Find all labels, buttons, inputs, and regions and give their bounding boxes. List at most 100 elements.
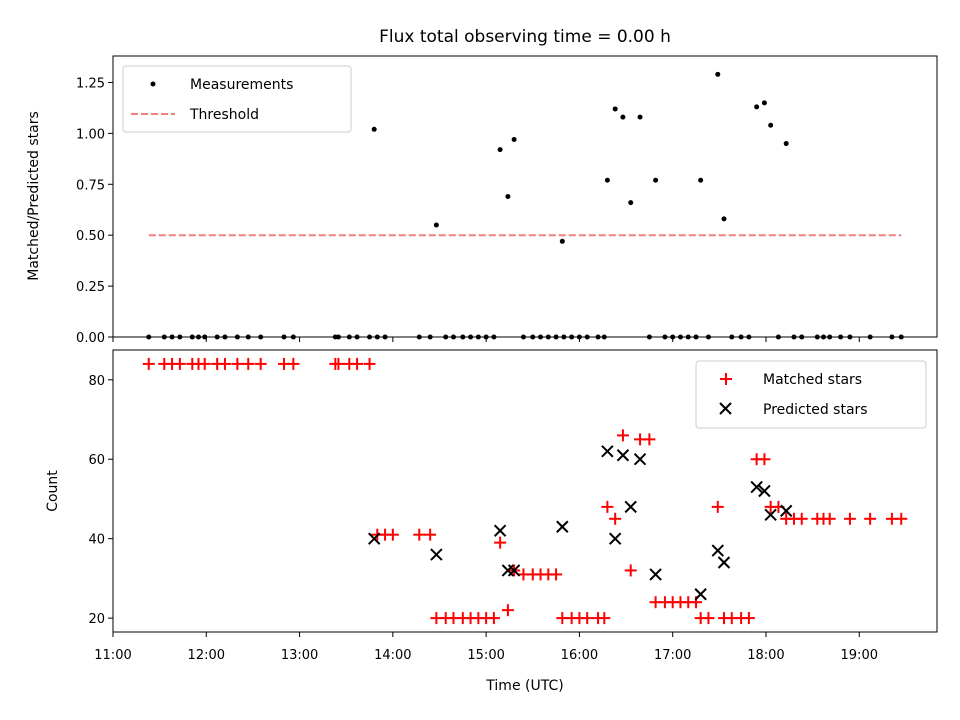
measurement-point: [698, 177, 704, 183]
matched-stars-point: [742, 612, 755, 625]
legend-measurements-label: Measurements: [190, 77, 293, 93]
predicted-stars-point: [601, 445, 614, 458]
matched-stars-point: [843, 512, 856, 525]
matched-stars-point: [601, 500, 614, 513]
measurement-point: [693, 334, 699, 340]
measurement-point: [491, 334, 497, 340]
matched-stars-point: [895, 512, 908, 525]
bottom-y-tick-label: 40: [88, 533, 105, 548]
measurement-point: [761, 100, 767, 106]
predicted-stars-point: [624, 500, 637, 514]
matched-stars-point: [501, 604, 514, 617]
measurement-point: [898, 334, 904, 340]
matched-stars-point: [413, 528, 426, 541]
bottom-y-tick-label: 20: [88, 612, 105, 627]
top-legend-box: [122, 65, 352, 133]
predicted-stars-point-b: [507, 564, 521, 577]
measurement-point: [620, 114, 626, 120]
matched-stars-point: [758, 453, 771, 466]
predicted-stars-point: [649, 568, 662, 581]
bottom-y-tick-label: 60: [88, 453, 105, 468]
measurement-point: [576, 334, 582, 340]
predicted-stars-point: [779, 504, 793, 518]
predicted-stars-point-b: [430, 548, 443, 561]
measurement-point: [538, 334, 544, 340]
measurement-point: [202, 334, 208, 340]
predicted-stars-point-b: [601, 445, 614, 458]
matched-stars-point: [386, 528, 399, 541]
matched-stars-point: [332, 357, 345, 370]
measurement-point: [847, 334, 853, 340]
measurement-point: [637, 114, 643, 120]
measurement-point: [245, 334, 251, 340]
x-tick-label: 12:00: [188, 648, 225, 663]
measurement-point: [646, 334, 652, 340]
measurement-point: [281, 334, 287, 340]
measurement-point: [721, 216, 727, 222]
measurement-point: [433, 222, 439, 228]
measurement-point: [559, 238, 565, 244]
predicted-stars-point: [711, 544, 724, 557]
matched-stars-point: [254, 357, 267, 370]
predicted-stars-point-b: [608, 532, 622, 545]
legend-predicted-marker: [719, 402, 732, 415]
predicted-stars-point: [750, 480, 763, 494]
measurement-point: [222, 334, 228, 340]
legend-predicted-label: Predicted stars: [763, 402, 868, 418]
legend-matched-label: Matched stars: [763, 372, 862, 388]
predicted-stars-point-b: [694, 588, 707, 601]
predicted-stars-point-b: [367, 532, 381, 545]
predicted-stars-point-b: [616, 449, 630, 462]
legend-matched-marker: [720, 373, 732, 385]
bottom-axis-ticks: 20 40 60 80 11:00 12:00 13:00 14:00 15:00 16:00 17…: [88, 374, 878, 663]
matched-stars-point: [424, 528, 437, 541]
predicted-stars-point-b: [711, 544, 724, 557]
x-tick-label: 15:00: [467, 648, 504, 663]
measurement-point: [754, 104, 760, 110]
measurement-point: [416, 334, 422, 340]
measurement-point: [161, 334, 167, 340]
predicted-stars-point-b: [649, 568, 662, 581]
top-y-tick-label: 0.00: [76, 331, 105, 346]
measurement-point: [775, 334, 781, 340]
measurement-point: [511, 136, 517, 142]
predicted-stars-point: [367, 532, 381, 545]
predicted-stars-point-b: [633, 453, 647, 466]
measurement-point: [561, 334, 567, 340]
top-y-tick-label: 1.25: [76, 76, 105, 91]
measurement-point: [258, 334, 264, 340]
predicted-stars-point-b: [556, 520, 569, 533]
matched-stars-point: [702, 612, 715, 625]
matched-stars-point: [550, 568, 563, 581]
bottom-plot-frame: [112, 349, 938, 633]
top-y-tick-label: 0.50: [76, 229, 105, 244]
measurement-point: [677, 334, 683, 340]
measurement-point: [483, 334, 489, 340]
measurement-point: [715, 71, 721, 77]
x-tick-label: 16:00: [561, 648, 598, 663]
predicted-stars-point: [507, 564, 521, 577]
measurement-point: [584, 334, 590, 340]
matched-stars-point: [142, 357, 155, 370]
measurement-point: [783, 141, 789, 147]
matched-stars-point: [363, 357, 376, 370]
measurement-point: [889, 334, 895, 340]
top-y-axis-label: Matched/Predicted stars: [26, 111, 42, 281]
measurement-point: [653, 177, 659, 183]
measurement-point: [738, 334, 744, 340]
matched-stars-point: [609, 512, 622, 525]
measurement-point: [768, 122, 774, 128]
measurement-point: [545, 334, 551, 340]
x-tick-label: 13:00: [281, 648, 318, 663]
measurement-point: [468, 334, 474, 340]
measurement-point: [450, 334, 456, 340]
measurement-point: [382, 334, 388, 340]
measurement-point: [838, 334, 844, 340]
measurement-point: [214, 334, 220, 340]
measurement-point: [354, 334, 360, 340]
predicted-stars-point: [633, 453, 647, 466]
measurement-point: [595, 334, 601, 340]
predicted-stars-point-b: [717, 556, 731, 569]
measurement-point: [335, 334, 341, 340]
top-legend: Measurements Threshold: [122, 65, 352, 133]
